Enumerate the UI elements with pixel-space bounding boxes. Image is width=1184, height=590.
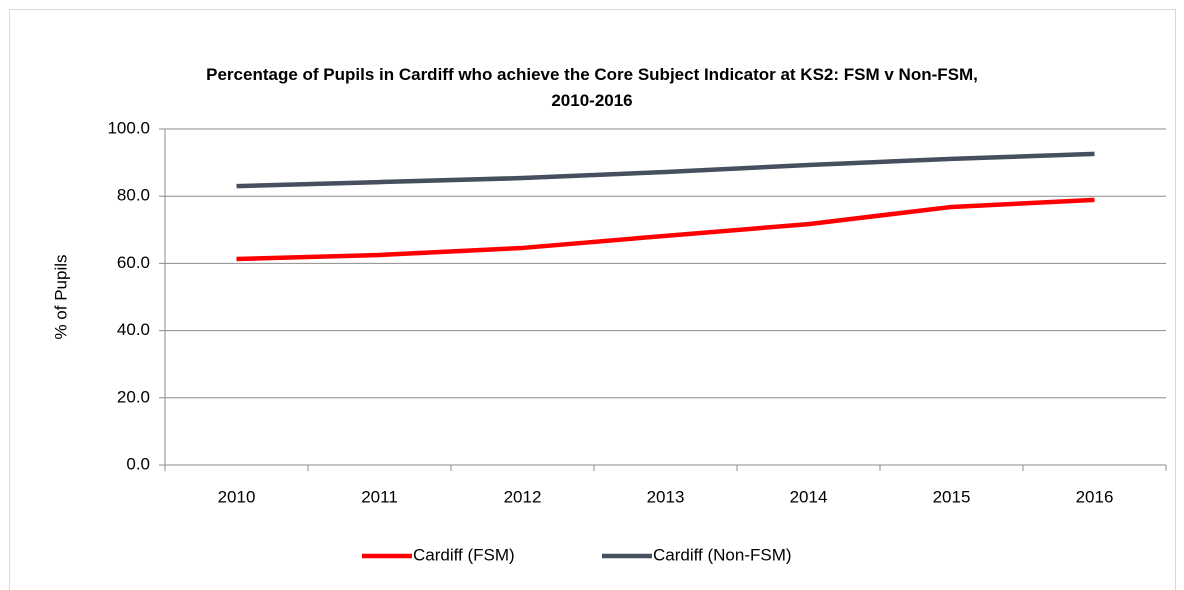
legend-label: Cardiff (Non-FSM) — [653, 545, 792, 564]
series-line — [236, 197, 1095, 262]
y-tick-label: 40.0 — [117, 320, 150, 339]
y-tick-label: 60.0 — [117, 253, 150, 272]
x-tick-label: 2012 — [504, 487, 542, 506]
x-tick-label: 2013 — [647, 487, 685, 506]
chart-title: Percentage of Pupils in Cardiff who achi… — [206, 65, 978, 110]
legend-label: Cardiff (FSM) — [413, 545, 515, 564]
y-tick-label: 0.0 — [126, 454, 150, 473]
y-tick-label: 80.0 — [117, 186, 150, 205]
series-line — [236, 151, 1095, 189]
x-tick-label: 2010 — [218, 487, 256, 506]
chart-frame — [9, 9, 1176, 590]
x-tick-label: 2011 — [361, 487, 398, 506]
x-tick-label: 2016 — [1076, 487, 1114, 506]
x-tick-label: 2015 — [933, 487, 971, 506]
x-tick-label: 2014 — [790, 487, 828, 506]
y-tick-label: 100.0 — [107, 118, 150, 137]
y-tick-label: 20.0 — [117, 387, 150, 406]
y-axis-label: % of Pupils — [51, 254, 70, 339]
